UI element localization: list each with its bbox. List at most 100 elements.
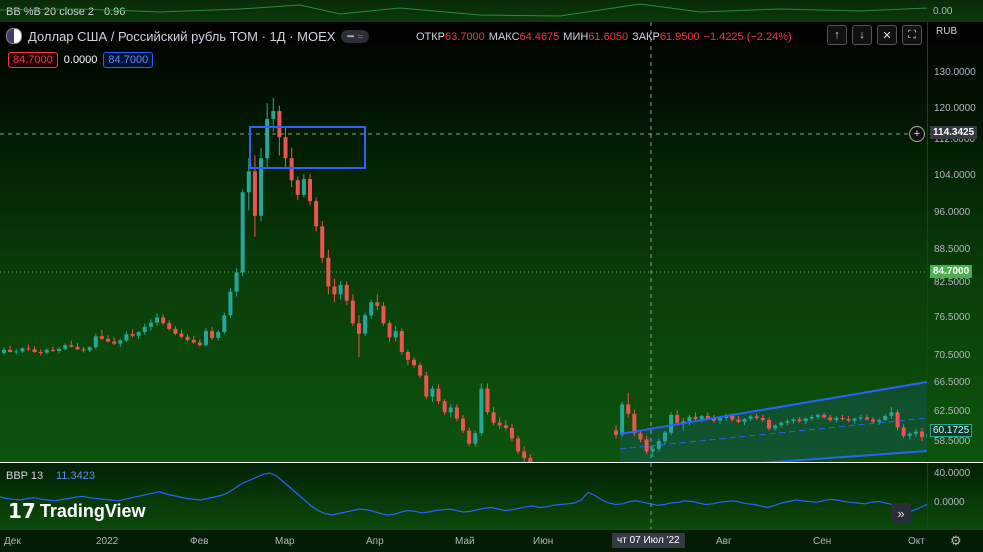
candle-body	[197, 342, 202, 346]
candle-body	[503, 425, 508, 428]
sell-button[interactable]: 84.7000	[8, 52, 58, 68]
price-tick-label: 82.5000	[934, 277, 971, 288]
change-value: −1.4225 (−2.24%)	[703, 31, 792, 43]
candle-body	[234, 272, 239, 292]
arrow-down-button[interactable]: ↓	[852, 25, 872, 45]
candle-body	[834, 418, 839, 421]
fullscreen-icon: ⛶	[908, 28, 916, 41]
buy-button[interactable]: 84.7000	[103, 52, 154, 68]
arrow-up-button[interactable]: ↑	[827, 25, 847, 45]
bbp-indicator-pane[interactable]: BBP 13 11.3423 𝟭𝟳 TradingView »	[0, 463, 927, 529]
candle-body	[926, 434, 927, 437]
candle-body	[497, 422, 502, 426]
candle-body	[742, 419, 747, 422]
candle-body	[8, 349, 13, 352]
candle-body	[393, 331, 398, 338]
candle-body	[240, 192, 245, 273]
candle-body	[522, 451, 527, 458]
add-alert-button[interactable]: +	[909, 126, 925, 142]
candle-body	[332, 286, 337, 295]
time-axis[interactable]: Дек 2022 Фев Мар Апр Май Июн Авг Сен Окт…	[0, 529, 983, 552]
candlestick-chart[interactable]	[0, 22, 927, 462]
low-value: 61.6050	[588, 31, 629, 43]
scroll-right-button[interactable]: »	[891, 503, 911, 523]
highlight-rectangle	[249, 126, 366, 169]
time-label: 2022	[96, 536, 119, 547]
candle-body	[14, 351, 19, 353]
candle-body	[877, 420, 882, 422]
candle-body	[436, 388, 441, 402]
candle-body	[136, 332, 141, 336]
time-label: Сен	[813, 536, 832, 547]
candle-body	[87, 347, 92, 351]
candle-body	[99, 336, 104, 339]
minus-icon: ━	[347, 30, 355, 43]
candle-body	[405, 352, 410, 360]
price-tick-label: 104.0000	[934, 170, 976, 181]
candle-body	[889, 412, 894, 416]
candle-body	[289, 158, 294, 181]
price-scale[interactable]: RUB 130.0000 120.0000 112.0000 104.0000 96.0…	[927, 22, 983, 462]
bbp-scale[interactable]: 40.0000 0.0000	[927, 463, 983, 529]
time-label: Апр	[366, 536, 384, 547]
candle-body	[2, 349, 6, 354]
crosshair-time-label: чт 07 Июл '22	[612, 533, 685, 548]
candle-body	[222, 315, 227, 333]
spread-value: 0.0000	[63, 54, 98, 66]
candle-body	[913, 431, 918, 434]
candle-body	[791, 419, 796, 422]
compare-icon: ≈	[357, 30, 364, 43]
bbp-value: 11.3423	[56, 470, 95, 482]
candle-body	[20, 348, 25, 352]
candle-body	[901, 427, 906, 436]
compare-button[interactable]: ━ ≈	[341, 29, 370, 43]
top-indicator-pane: BB %B 20 close 2 0.96 0.00	[0, 0, 983, 23]
flag-icon	[6, 28, 22, 44]
plus-icon: +	[913, 128, 921, 140]
pane-separator[interactable]	[0, 462, 983, 463]
crosshair-price-label: 114.3425	[930, 126, 978, 139]
candle-body	[308, 179, 312, 202]
time-label: Май	[455, 536, 475, 547]
bb-percent-scale-label: 0.00	[933, 6, 953, 17]
settings-gear-icon[interactable]: ⚙	[950, 533, 962, 548]
candle-body	[448, 407, 453, 413]
candle-body	[760, 418, 765, 421]
candle-body	[93, 336, 98, 348]
candle-body	[687, 416, 692, 422]
candle-body	[57, 348, 62, 351]
bbp-line-chart	[0, 463, 927, 529]
candle-body	[118, 340, 123, 344]
currency-selector[interactable]: RUB	[936, 26, 958, 37]
close-button[interactable]: ✕	[877, 25, 897, 45]
candle-body	[815, 414, 820, 417]
candle-body	[748, 416, 753, 420]
candle-body	[283, 137, 288, 159]
fullscreen-button[interactable]: ⛶	[902, 25, 922, 45]
candle-body	[185, 336, 190, 340]
main-chart-pane[interactable]: Доллар США / Российский рубль ТОМ · 1Д ·…	[0, 22, 927, 462]
candle-body	[767, 420, 771, 429]
candle-body	[614, 430, 618, 435]
open-value: 63.7000	[445, 31, 485, 43]
candle-body	[344, 284, 349, 301]
time-label: Мар	[275, 536, 295, 547]
symbol-title[interactable]: Доллар США / Российский рубль ТОМ · 1Д ·…	[28, 28, 336, 44]
ohlc-readout: ОТКР 63.7000 МАКС 64.4675 МИН 61.6050 ЗА…	[416, 31, 792, 43]
candle-body	[173, 328, 178, 334]
candle-body	[265, 118, 270, 159]
candle-body	[638, 433, 643, 440]
price-tick-label: 112.0000	[934, 134, 975, 145]
candle-body	[375, 302, 380, 306]
candle-body	[809, 416, 814, 419]
time-label: Июн	[533, 536, 554, 547]
high-value: 64.4675	[519, 31, 560, 43]
candle-body	[705, 415, 710, 419]
current-price-label: 60.1725	[930, 424, 973, 437]
high-label: МАКС	[488, 31, 520, 43]
candle-body	[699, 415, 704, 420]
candle-body	[259, 158, 264, 216]
candle-body	[681, 421, 686, 423]
tradingview-logo[interactable]: 𝟭𝟳 TradingView	[8, 499, 146, 523]
price-tick-label: 88.5000	[934, 244, 971, 255]
